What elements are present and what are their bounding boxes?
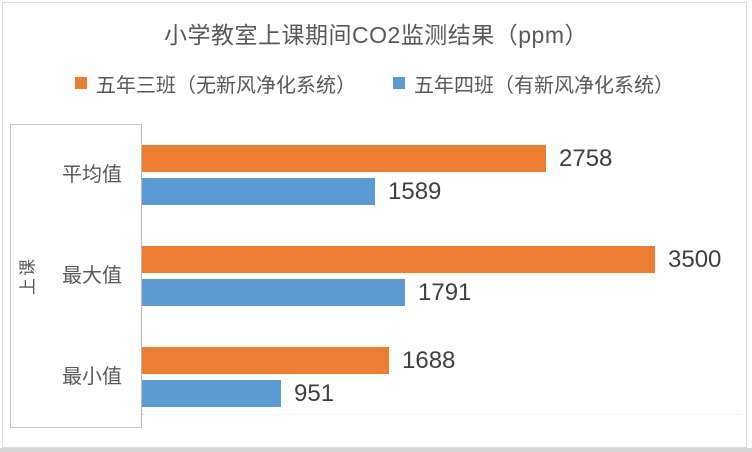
bottom-edge-band: [0, 448, 752, 452]
category-label-max: 最大值: [62, 265, 122, 287]
legend-swatch-blue-icon: [393, 77, 405, 89]
legend-item-series-1[interactable]: 五年三班（无新风净化系统）: [75, 70, 356, 97]
chart-title: 小学教室上课期间CO2监测结果（ppm）: [163, 22, 589, 48]
legend: 五年三班（无新风净化系统） 五年四班（有新风净化系统）: [0, 70, 752, 97]
data-label-series2-max: 1791: [418, 279, 472, 306]
legend-label-series-1: 五年三班（无新风净化系统）: [96, 74, 356, 97]
data-label-series2-min: 951: [294, 380, 335, 407]
value-axis-baseline: [142, 414, 740, 415]
bar-series1-min[interactable]: [142, 347, 389, 374]
legend-swatch-orange-icon: [75, 77, 87, 89]
category-axis-label-box: [10, 124, 142, 428]
legend-item-series-2[interactable]: 五年四班（有新风净化系统）: [393, 70, 674, 97]
data-label-series1-max: 3500: [668, 246, 722, 273]
category-label-min: 最小值: [62, 366, 122, 388]
category-label-average: 平均值: [62, 164, 122, 186]
bar-series1-max[interactable]: [142, 246, 655, 273]
legend-label-series-2: 五年四班（有新风净化系统）: [414, 74, 674, 97]
bar-series1-average[interactable]: [142, 145, 546, 172]
data-label-series1-min: 1688: [402, 347, 456, 374]
data-label-series1-average: 2758: [559, 145, 613, 172]
bar-series2-min[interactable]: [142, 380, 281, 407]
bar-series2-max[interactable]: [142, 279, 405, 306]
data-label-series2-average: 1589: [388, 178, 442, 205]
bar-series2-average[interactable]: [142, 178, 375, 205]
